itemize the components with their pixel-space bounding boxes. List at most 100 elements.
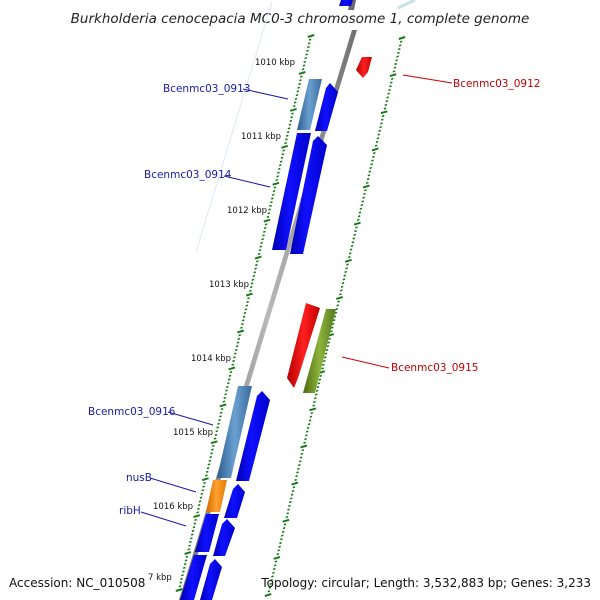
left-ruler-tick-93 bbox=[227, 378, 231, 381]
left-ruler-tick-123 bbox=[201, 489, 205, 492]
right-ruler-tick-38 bbox=[366, 178, 370, 181]
ruler-label-1015: 1015 kbp bbox=[173, 428, 213, 438]
right-ruler-tick-30 bbox=[371, 147, 379, 152]
right-ruler-tick-135 bbox=[280, 538, 283, 541]
right-ruler-tick-136 bbox=[279, 541, 282, 545]
ruler-label-1016: 1016 kbp bbox=[153, 502, 193, 512]
left-ruler-tick-112 bbox=[211, 448, 214, 451]
gene-ribh-feature bbox=[195, 514, 219, 552]
right-ruler-tick-77 bbox=[331, 322, 335, 326]
left-ruler-tick-36 bbox=[277, 167, 281, 171]
right-ruler-tick-92 bbox=[318, 378, 322, 381]
right-ruler-tick-93 bbox=[317, 382, 321, 385]
label-ribh: ribH bbox=[119, 505, 141, 517]
right-ruler-tick-102 bbox=[309, 415, 313, 418]
right-ruler-tick-115 bbox=[297, 463, 301, 467]
right-ruler-tick-37 bbox=[367, 174, 371, 177]
leader-bcenmc03-0915 bbox=[341, 356, 390, 369]
right-ruler-tick-15 bbox=[387, 92, 390, 95]
right-ruler-tick-67 bbox=[340, 285, 344, 288]
left-ruler-tick-66 bbox=[251, 278, 255, 281]
right-ruler-tick-129 bbox=[285, 515, 289, 519]
left-ruler-tick-3 bbox=[307, 46, 310, 49]
right-ruler-tick-109 bbox=[303, 441, 306, 444]
gene-bottom-partial-2 bbox=[200, 559, 222, 600]
gene-bcenmc03-0916-feature bbox=[217, 386, 252, 478]
left-ruler-tick-64 bbox=[253, 271, 257, 274]
left-ruler-tick-134 bbox=[191, 529, 195, 532]
left-ruler-tick-29 bbox=[284, 142, 287, 145]
left-ruler-tick-43 bbox=[271, 193, 275, 196]
left-ruler-tick-146 bbox=[181, 574, 184, 577]
right-ruler-tick-7 bbox=[394, 62, 398, 66]
right-ruler-tick-79 bbox=[330, 330, 333, 333]
left-ruler-tick-114 bbox=[209, 455, 213, 459]
left-ruler-tick-143 bbox=[183, 563, 187, 566]
left-ruler-tick-106 bbox=[216, 426, 220, 429]
left-ruler-tick-121 bbox=[203, 481, 206, 484]
right-ruler-tick-81 bbox=[328, 337, 331, 340]
left-ruler-tick-42 bbox=[272, 190, 276, 193]
left-ruler-tick-122 bbox=[202, 485, 205, 488]
left-ruler-tick-111 bbox=[211, 444, 215, 448]
right-ruler-tick-144 bbox=[272, 571, 275, 574]
left-ruler-tick-109 bbox=[213, 437, 217, 440]
right-ruler-tick-138 bbox=[277, 549, 281, 552]
right-ruler-tick-50 bbox=[353, 221, 361, 226]
right-ruler-tick-2 bbox=[398, 44, 402, 47]
left-ruler-tick-22 bbox=[290, 116, 293, 119]
ruler-label-1017: 7 kbp bbox=[148, 573, 172, 583]
gene-bcenmc03-0914-cds bbox=[290, 136, 327, 254]
left-ruler-tick-116 bbox=[207, 463, 211, 466]
right-ruler-tick-35 bbox=[369, 166, 373, 170]
leader-bcenmc03-0912 bbox=[402, 74, 453, 84]
right-ruler-tick-142 bbox=[273, 564, 277, 567]
right-ruler-tick-16 bbox=[386, 96, 390, 99]
left-ruler-tick-101 bbox=[220, 407, 224, 411]
right-ruler-tick-51 bbox=[355, 226, 358, 229]
right-ruler-tick-143 bbox=[272, 567, 276, 571]
right-ruler-tick-100 bbox=[309, 407, 317, 412]
gene-bcenmc03-0913-cds bbox=[315, 83, 338, 131]
label-bcenmc03-0916: Bcenmc03_0916 bbox=[88, 406, 176, 418]
right-ruler-tick-132 bbox=[282, 527, 286, 530]
left-ruler-tick-94 bbox=[226, 382, 230, 385]
right-ruler-tick-60 bbox=[344, 258, 352, 263]
left-ruler-tick-54 bbox=[262, 234, 265, 237]
leader-nusb bbox=[149, 477, 197, 493]
right-ruler-tick-21 bbox=[381, 114, 385, 118]
left-ruler-tick-140 bbox=[184, 551, 192, 555]
right-ruler-tick-40 bbox=[362, 184, 370, 189]
right-ruler-tick-114 bbox=[298, 460, 302, 463]
left-ruler-tick-125 bbox=[199, 496, 203, 499]
right-ruler-tick-55 bbox=[351, 241, 355, 244]
right-ruler-tick-1 bbox=[399, 40, 403, 43]
right-ruler-tick-111 bbox=[301, 449, 305, 452]
left-ruler-tick-11 bbox=[299, 75, 303, 78]
left-ruler-tick-24 bbox=[288, 123, 292, 126]
left-ruler-tick-105 bbox=[217, 422, 220, 425]
left-ruler-tick-84 bbox=[235, 345, 239, 348]
left-ruler-tick-10 bbox=[298, 71, 306, 75]
right-ruler-tick-45 bbox=[360, 204, 364, 207]
right-ruler-tick-57 bbox=[349, 248, 353, 251]
left-ruler-tick-102 bbox=[219, 411, 223, 414]
right-ruler-tick-43 bbox=[362, 196, 365, 199]
left-ruler-tick-150 bbox=[175, 588, 183, 592]
right-ruler-tick-86 bbox=[323, 356, 327, 359]
right-ruler-tick-39 bbox=[365, 181, 369, 184]
right-ruler-tick-28 bbox=[375, 140, 379, 144]
left-ruler-tick-107 bbox=[215, 430, 219, 433]
left-ruler-tick-80 bbox=[237, 329, 245, 334]
gene-bcenmc03-0912 bbox=[356, 57, 372, 78]
left-ruler-tick-72 bbox=[246, 300, 249, 304]
right-ruler-tick-73 bbox=[335, 307, 339, 311]
right-ruler-tick-141 bbox=[274, 560, 278, 563]
left-ruler-tick-132 bbox=[193, 522, 197, 525]
ruler-label-1011: 1011 kbp bbox=[241, 132, 281, 142]
left-ruler-tick-40 bbox=[272, 181, 280, 186]
right-ruler-tick-122 bbox=[291, 489, 295, 493]
label-bcenmc03-0912: Bcenmc03_0912 bbox=[453, 78, 540, 90]
right-ruler-tick-98 bbox=[313, 400, 316, 403]
right-ruler-tick-127 bbox=[287, 508, 290, 511]
